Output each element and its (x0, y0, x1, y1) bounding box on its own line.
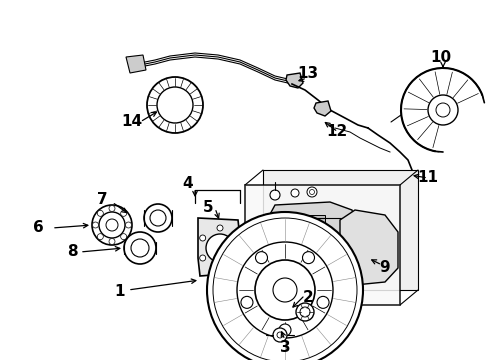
Circle shape (98, 210, 103, 216)
Polygon shape (340, 210, 398, 285)
Text: 4: 4 (183, 175, 194, 190)
Circle shape (157, 87, 193, 123)
Circle shape (307, 187, 317, 197)
Circle shape (200, 255, 206, 261)
Text: 2: 2 (303, 289, 314, 305)
Polygon shape (126, 55, 146, 73)
Polygon shape (268, 202, 358, 278)
Circle shape (317, 296, 329, 309)
Circle shape (393, 181, 407, 195)
Circle shape (206, 234, 234, 262)
Circle shape (98, 234, 103, 240)
Circle shape (121, 210, 127, 216)
Circle shape (300, 307, 310, 317)
Text: 13: 13 (297, 66, 318, 81)
Polygon shape (245, 185, 400, 305)
Circle shape (106, 219, 118, 231)
Text: 10: 10 (430, 50, 452, 66)
Circle shape (144, 204, 172, 232)
Circle shape (213, 218, 357, 360)
Polygon shape (263, 170, 418, 290)
Circle shape (92, 205, 132, 245)
Polygon shape (285, 215, 325, 240)
Circle shape (200, 235, 206, 241)
Circle shape (109, 206, 115, 211)
Circle shape (302, 252, 315, 264)
Text: 7: 7 (97, 193, 107, 207)
Circle shape (147, 77, 203, 133)
Circle shape (428, 95, 458, 125)
Circle shape (273, 328, 287, 342)
Circle shape (291, 189, 299, 197)
Circle shape (277, 332, 283, 338)
Circle shape (296, 303, 314, 321)
Circle shape (121, 234, 127, 240)
Text: 8: 8 (67, 244, 77, 260)
Text: 1: 1 (115, 284, 125, 300)
Circle shape (124, 232, 156, 264)
Polygon shape (198, 218, 242, 276)
Circle shape (109, 238, 115, 244)
Text: 14: 14 (122, 113, 143, 129)
Text: 9: 9 (380, 260, 391, 274)
Circle shape (273, 278, 297, 302)
Circle shape (150, 210, 166, 226)
Circle shape (234, 235, 240, 241)
Circle shape (241, 296, 253, 309)
Text: 3: 3 (280, 339, 290, 355)
Circle shape (125, 222, 131, 228)
Circle shape (310, 189, 315, 194)
Circle shape (237, 242, 333, 338)
Circle shape (131, 239, 149, 257)
Circle shape (93, 222, 98, 228)
Circle shape (217, 225, 223, 231)
Circle shape (436, 103, 450, 117)
Circle shape (270, 190, 280, 200)
Circle shape (255, 252, 268, 264)
Circle shape (99, 212, 125, 238)
Text: 5: 5 (203, 199, 213, 215)
Circle shape (298, 243, 322, 267)
Circle shape (234, 255, 240, 261)
Text: 11: 11 (417, 170, 439, 184)
Text: 6: 6 (33, 220, 44, 235)
Polygon shape (286, 73, 303, 88)
Circle shape (397, 185, 403, 191)
Text: 12: 12 (326, 123, 347, 139)
Circle shape (279, 324, 291, 336)
Polygon shape (314, 101, 331, 116)
Circle shape (217, 265, 223, 271)
Circle shape (255, 260, 315, 320)
Circle shape (304, 249, 316, 261)
Circle shape (207, 212, 363, 360)
